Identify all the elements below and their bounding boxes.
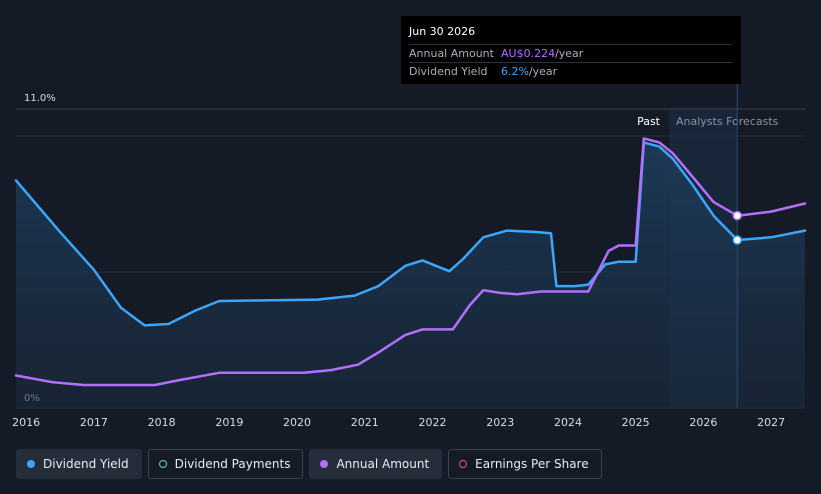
x-tick-2021: 2021 bbox=[351, 416, 379, 429]
legend-dividend-payments[interactable]: Dividend Payments bbox=[147, 449, 304, 479]
tooltip-date: Jun 30 2026 bbox=[409, 25, 476, 38]
tooltip: Jun 30 2026 Annual Amount AU$0.224 /year… bbox=[401, 16, 741, 84]
x-tick-2018: 2018 bbox=[148, 416, 176, 429]
x-tick-2027: 2027 bbox=[757, 416, 785, 429]
tooltip-annual-amount-label: Annual Amount bbox=[409, 47, 494, 60]
legend-dividend-payments-label: Dividend Payments bbox=[174, 457, 291, 471]
x-tick-2017: 2017 bbox=[80, 416, 108, 429]
legend-annual-amount[interactable]: Annual Amount bbox=[309, 449, 443, 479]
x-tick-2019: 2019 bbox=[215, 416, 243, 429]
annual-amount-dot-icon bbox=[320, 460, 329, 468]
forecast-label: Analysts Forecasts bbox=[676, 115, 779, 128]
legend-earnings-per-share-label: Earnings Per Share bbox=[475, 457, 589, 471]
x-tick-2020: 2020 bbox=[283, 416, 311, 429]
x-tick-2026: 2026 bbox=[689, 416, 717, 429]
earnings-per-share-ring-icon bbox=[459, 460, 468, 468]
x-tick-2025: 2025 bbox=[622, 416, 650, 429]
dividend-yield-marker bbox=[732, 235, 743, 245]
dividend-yield-area bbox=[16, 142, 805, 408]
x-tick-2016: 2016 bbox=[12, 416, 40, 429]
legend-dividend-yield[interactable]: Dividend Yield bbox=[16, 449, 142, 479]
past-label: Past bbox=[637, 115, 661, 128]
dividend-chart: 11.0% 0% Past Analysts Forecasts 2016201… bbox=[12, 84, 807, 429]
tooltip-annual-amount-value: AU$0.224 bbox=[501, 47, 556, 60]
annual-amount-line bbox=[14, 137, 807, 387]
legend-annual-amount-label: Annual Amount bbox=[336, 457, 430, 471]
dividend-payments-ring-icon bbox=[158, 460, 167, 468]
tooltip-dividend-yield-row: Dividend Yield 6.2% /year bbox=[409, 62, 733, 80]
dividend-yield-line bbox=[14, 141, 807, 327]
legend-dividend-yield-label: Dividend Yield bbox=[43, 457, 129, 471]
tooltip-dividend-yield-unit: /year bbox=[528, 65, 558, 78]
tooltip-dividend-yield-value: 6.2% bbox=[501, 65, 529, 78]
legend: Dividend Yield Dividend Payments Annual … bbox=[16, 449, 602, 479]
x-tick-2023: 2023 bbox=[486, 416, 514, 429]
dividend-yield-dot-icon bbox=[27, 460, 35, 468]
tooltip-annual-amount-unit: /year bbox=[555, 47, 584, 60]
legend-earnings-per-share[interactable]: Earnings Per Share bbox=[448, 449, 602, 479]
annual-amount-marker bbox=[732, 210, 743, 221]
y-label-top: 11.0% bbox=[24, 93, 56, 104]
tooltip-dividend-yield-label: Dividend Yield bbox=[409, 65, 488, 78]
x-tick-2024: 2024 bbox=[554, 416, 582, 429]
x-tick-2022: 2022 bbox=[419, 416, 447, 429]
tooltip-annual-amount-row: Annual Amount AU$0.224 /year bbox=[409, 44, 733, 62]
